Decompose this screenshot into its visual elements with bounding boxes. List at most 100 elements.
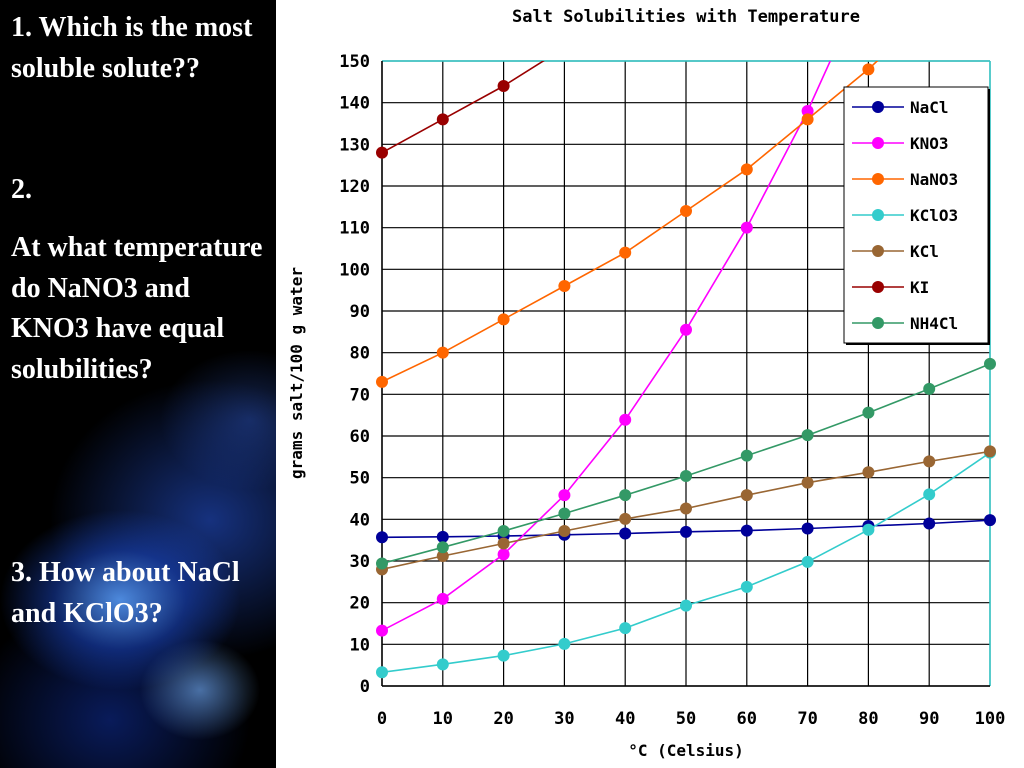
y-axis-title: grams salt/100 g water [287,267,306,479]
legend-marker [872,137,884,149]
questions-block: 1. Which is the most soluble solute?? 2.… [11,8,273,634]
data-point-kno3 [619,413,632,426]
x-tick-label: 40 [615,709,635,729]
data-point-kclo3 [619,622,632,635]
series-nano3 [382,61,879,383]
data-point-ki [497,80,510,92]
data-point-nacl [619,527,632,540]
data-point-nh4cl [619,489,632,502]
legend-label: KClO3 [910,206,958,225]
chart-title: Salt Solubilities with Temperature [512,7,860,27]
data-point-kcl [801,476,814,489]
x-axis-title: °C (Celsius) [628,741,744,760]
x-tick-label: 0 [377,709,387,729]
y-tick-label: 140 [339,94,370,114]
data-point-kno3 [680,323,692,336]
x-tick-label: 50 [676,709,696,729]
data-point-nano3 [558,280,571,292]
y-tick-label: 20 [350,594,370,614]
data-point-kcl [680,502,692,515]
legend-label: NaCl [910,98,949,117]
data-point-kno3 [497,548,510,561]
y-tick-label: 30 [350,552,370,572]
data-point-kno3 [740,221,753,234]
y-tick-label: 110 [339,219,370,239]
data-point-nano3 [862,63,875,76]
data-point-kclo3 [862,523,875,536]
data-point-nano3 [497,313,510,326]
data-point-nano3 [680,205,692,217]
series-layer [376,61,996,679]
x-tick-label: 90 [919,709,939,729]
x-tick-label: 80 [858,709,878,729]
data-point-kno3 [376,624,388,637]
legend-marker [872,101,884,113]
question-3: 3. How about NaCl and KClO3? [11,557,240,629]
data-point-nacl [680,525,692,538]
data-point-kclo3 [376,666,388,679]
data-point-kclo3 [558,637,571,650]
data-point-nano3 [740,163,753,176]
y-tick-label: 70 [350,385,370,405]
data-point-nh4cl [740,449,753,462]
data-point-kcl [436,550,449,562]
left-panel: 1. Which is the most soluble solute?? 2.… [0,0,276,768]
legend: NaCl KNO3 NaNO3 KClO3 KCl KI NH4Cl [843,86,990,345]
legend-label: KI [910,278,929,297]
y-tick-label: 10 [350,635,370,655]
data-point-nacl [436,530,449,543]
y-tick-label: 50 [350,469,370,489]
x-tick-label: 100 [975,709,1006,729]
data-point-kclo3 [923,488,936,501]
data-point-nh4cl [680,470,692,482]
data-point-kno3 [801,105,814,117]
y-tick-label: 120 [339,177,370,197]
legend-label: NH4Cl [910,314,958,333]
series-line [382,61,832,632]
data-point-kclo3 [436,658,449,671]
y-tick-label: 40 [350,510,370,530]
data-point-nh4cl [558,507,571,520]
data-point-kno3 [436,592,449,605]
data-point-nano3 [376,375,388,388]
y-tick-label: 0 [360,677,370,697]
data-point-nh4cl [497,525,510,537]
series-kno3 [382,61,832,632]
question-1: 1. Which is the most soluble solute?? [11,12,253,84]
data-point-kcl [923,455,936,468]
legend-label: KCl [910,242,939,261]
series-ki [382,61,545,154]
data-point-nh4cl [376,557,388,570]
question-2: At what temperature do NaNO3 and KNO3 ha… [11,232,263,385]
series-line [382,61,545,154]
data-point-nano3 [436,346,449,359]
data-point-kcl [619,512,632,525]
data-point-ki [436,113,449,126]
legend-label: NaNO3 [910,170,958,189]
data-point-kcl [862,466,875,479]
data-point-kclo3 [740,580,753,593]
question-2-number: 2. [11,174,32,205]
data-point-kcl [497,537,510,550]
data-point-nh4cl [801,429,814,442]
data-point-kno3 [558,489,571,502]
data-point-nacl [801,522,814,535]
legend-marker [872,245,884,257]
data-point-kclo3 [801,555,814,568]
data-point-kcl [558,525,571,537]
y-tick-label: 100 [339,260,370,280]
legend-marker [872,317,884,329]
data-point-nacl [984,514,996,527]
data-point-ki [376,146,388,159]
data-point-kcl [984,445,996,458]
data-point-kclo3 [680,599,692,612]
x-tick-label: 30 [554,709,574,729]
legend-label: KNO3 [910,134,949,153]
x-tick-label: 20 [493,709,513,729]
x-tick-label: 10 [433,709,453,729]
data-point-nh4cl [984,357,996,370]
series-line [382,61,879,383]
y-tick-label: 60 [350,427,370,447]
y-tick-label: 80 [350,344,370,364]
legend-marker [872,173,884,185]
